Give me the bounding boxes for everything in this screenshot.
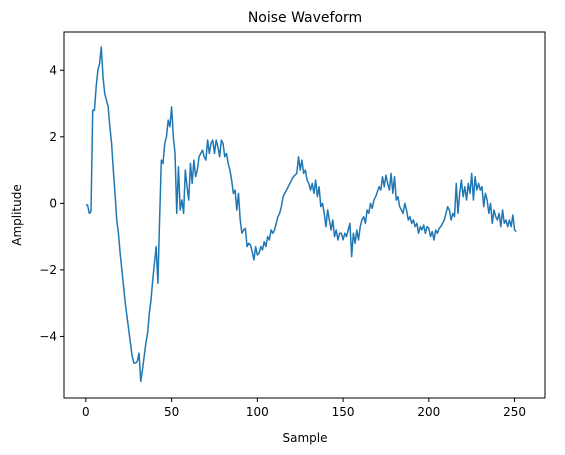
y-tick-label: −4 xyxy=(39,329,57,343)
x-tick-label: 250 xyxy=(503,405,526,419)
chart-title: Noise Waveform xyxy=(248,10,362,26)
y-tick-label: 4 xyxy=(49,63,57,77)
y-axis-ticks: −4 −2 0 2 4 xyxy=(39,63,64,343)
y-tick-label: 0 xyxy=(49,196,57,210)
plot-area xyxy=(85,46,517,383)
x-tick-label: 50 xyxy=(164,405,179,419)
axes-frame xyxy=(63,31,546,399)
x-axis-label: Sample xyxy=(283,431,328,445)
y-tick-label: 2 xyxy=(49,130,57,144)
x-tick-label: 200 xyxy=(417,405,440,419)
x-tick-label: 100 xyxy=(246,405,269,419)
x-axis-ticks: 0 50 100 150 200 250 xyxy=(82,398,526,419)
x-tick-label: 0 xyxy=(82,405,90,419)
y-axis-label: Amplitude xyxy=(10,184,24,246)
y-tick-label: −2 xyxy=(39,263,57,277)
x-tick-label: 150 xyxy=(332,405,355,419)
series-line-0 xyxy=(85,46,517,383)
